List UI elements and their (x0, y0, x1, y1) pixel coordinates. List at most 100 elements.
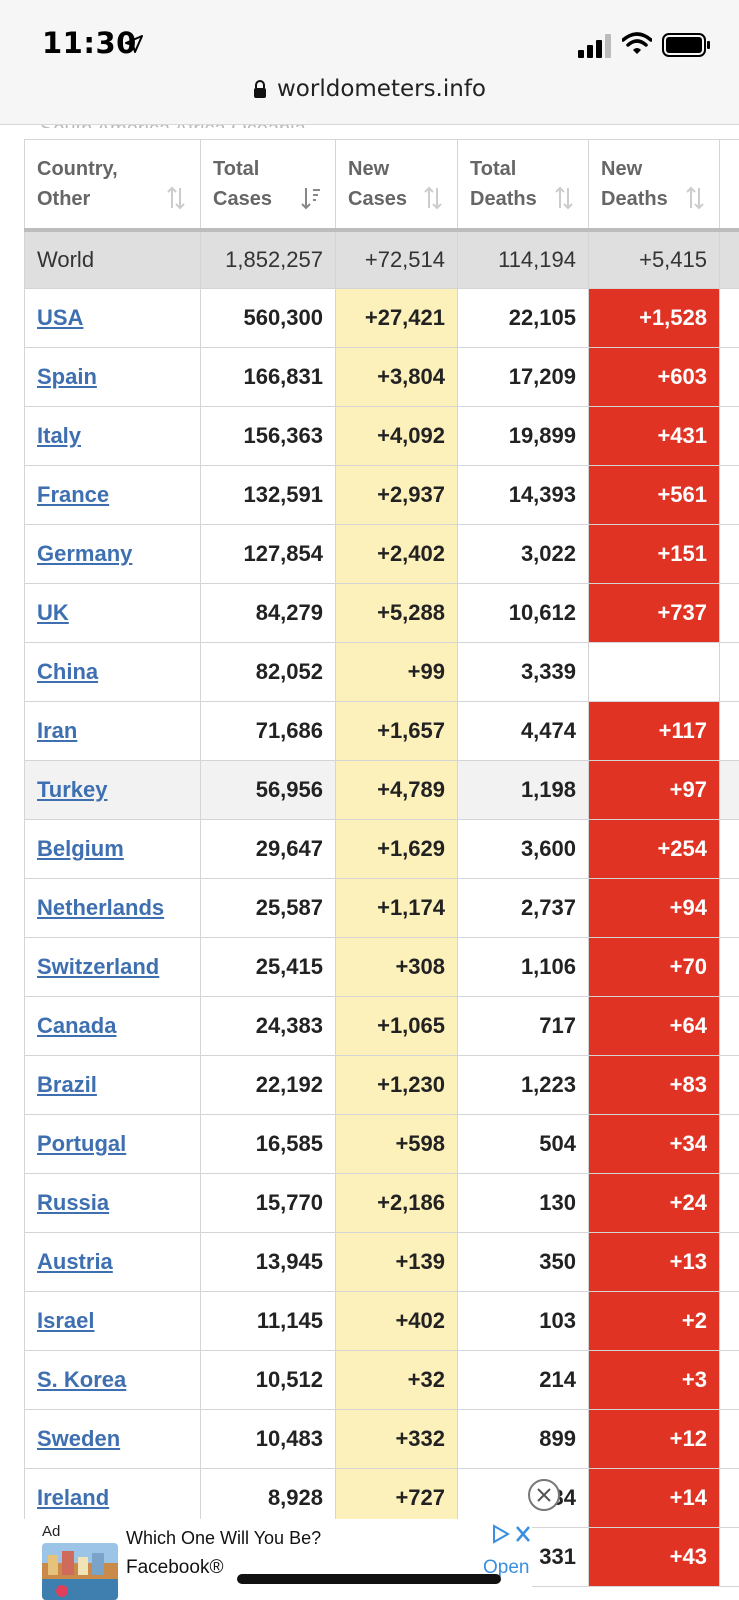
overflow-cell (719, 524, 739, 584)
country-cell: Ireland (24, 1468, 201, 1528)
address-bar[interactable]: worldometers.info (0, 76, 739, 102)
new-deaths-cell: +94 (588, 878, 720, 938)
header-new-cases[interactable]: New Cases (335, 139, 458, 232)
country-cell: Canada (24, 996, 201, 1056)
ad-source: Facebook® (126, 1557, 224, 1578)
country-link[interactable]: France (37, 482, 110, 507)
country-cell: Israel (24, 1291, 201, 1351)
home-indicator[interactable] (237, 1574, 501, 1584)
country-link[interactable]: Sweden (37, 1426, 121, 1451)
country-cell: Belgium (24, 819, 201, 879)
total-cases-cell: 22,192 (200, 1055, 336, 1115)
table-row: Ireland 8,928+727334+14 (24, 1468, 739, 1528)
country-link[interactable]: Russia (37, 1190, 110, 1215)
overflow-cell (719, 701, 739, 761)
country-link[interactable]: USA (37, 305, 84, 330)
total-cases-cell: 11,145 (200, 1291, 336, 1351)
new-deaths-cell: +254 (588, 819, 720, 879)
new-cases-cell: +402 (335, 1291, 458, 1351)
header-total-cases[interactable]: Total Cases (200, 139, 336, 232)
overflow-cell (719, 1114, 739, 1174)
overflow-cell (719, 1173, 739, 1233)
overflow-cell (719, 1291, 739, 1351)
country-link[interactable]: Italy (37, 423, 82, 448)
close-ad-icon[interactable] (527, 1478, 561, 1512)
ad-choices-icon[interactable] (490, 1523, 535, 1545)
new-deaths-cell: +43 (588, 1527, 720, 1587)
new-cases-cell: +727 (335, 1468, 458, 1528)
country-cell: Portugal (24, 1114, 201, 1174)
overflow-cell (719, 1232, 739, 1292)
total-cases-cell: 82,052 (200, 642, 336, 702)
country-cell: S. Korea (24, 1350, 201, 1410)
country-link[interactable]: Israel (37, 1308, 95, 1333)
header-country[interactable]: Country, Other (24, 139, 201, 232)
total-deaths-cell: 1,106 (457, 937, 589, 997)
country-link[interactable]: Netherlands (37, 895, 165, 920)
total-deaths-cell: 14,393 (457, 465, 589, 525)
country-cell: Spain (24, 347, 201, 407)
header-new-deaths[interactable]: New Deaths (588, 139, 720, 232)
lock-icon (253, 80, 266, 98)
new-cases-cell: +3,804 (335, 347, 458, 407)
new-cases-cell: +99 (335, 642, 458, 702)
country-link[interactable]: Austria (37, 1249, 113, 1274)
header-total-deaths[interactable]: Total Deaths (457, 139, 589, 232)
table-row: Netherlands 25,587 +1,174 2,737 +94 (24, 878, 739, 938)
total-deaths-cell: 1,223 (457, 1055, 589, 1115)
new-deaths-cell: +1,528 (588, 288, 720, 348)
total-cases-cell: 8,928 (200, 1468, 336, 1528)
overflow-cell (719, 406, 739, 466)
country-link[interactable]: Iran (37, 718, 78, 743)
ad-banner[interactable]: Ad Which One Will You Be? Facebook® Open (0, 1519, 532, 1600)
country-link[interactable]: Portugal (37, 1131, 127, 1156)
new-cases-cell: +5,288 (335, 583, 458, 643)
ad-thumbnail (42, 1543, 118, 1600)
table-row: UK 84,279 +5,288 10,612 +737 (24, 583, 739, 643)
total-deaths-cell: 3,022 (457, 524, 589, 584)
ad-open-button[interactable]: Open (483, 1557, 530, 1578)
country-link[interactable]: Canada (37, 1013, 117, 1038)
total-cases-cell: 24,383 (200, 996, 336, 1056)
table-row: Iran 71,686 +1,657 4,474 +117 (24, 701, 739, 761)
country-link[interactable]: Germany (37, 541, 133, 566)
total-cases-cell: 13,945 (200, 1232, 336, 1292)
new-deaths-cell: +13 (588, 1232, 720, 1292)
table-header-row: Country, Other Total Cases New Cases Tot… (24, 139, 739, 232)
overflow-cell (719, 1409, 739, 1469)
new-deaths-cell: +64 (588, 996, 720, 1056)
total-cases-cell: 156,363 (200, 406, 336, 466)
country-cell: Germany (24, 524, 201, 584)
world-new-cases: +72,514 (335, 229, 458, 289)
new-deaths-cell: +737 (588, 583, 720, 643)
overflow-cell (719, 1527, 739, 1587)
new-deaths-cell: +431 (588, 406, 720, 466)
country-link[interactable]: Ireland (37, 1485, 110, 1510)
country-link[interactable]: Spain (37, 364, 97, 389)
wifi-icon (622, 32, 652, 54)
country-link[interactable]: S. Korea (37, 1367, 127, 1392)
total-cases-cell: 25,415 (200, 937, 336, 997)
sort-icon (686, 186, 704, 209)
total-deaths-cell: 19,899 (457, 406, 589, 466)
new-deaths-cell: +24 (588, 1173, 720, 1233)
new-deaths-cell: +3 (588, 1350, 720, 1410)
country-link[interactable]: Belgium (37, 836, 124, 861)
country-link[interactable]: UK (37, 600, 69, 625)
world-row: World 1,852,257 +72,514 114,194 +5,415 (24, 229, 739, 289)
total-deaths-cell: 4,474 (457, 701, 589, 761)
sort-desc-icon (301, 187, 320, 209)
country-link[interactable]: China (37, 659, 99, 684)
table-row: Belgium 29,647 +1,629 3,600 +254 (24, 819, 739, 879)
table-row: Italy 156,363 +4,092 19,899 +431 (24, 406, 739, 466)
country-link[interactable]: Switzerland (37, 954, 160, 979)
table-row: Russia 15,770 +2,186 130 +24 (24, 1173, 739, 1233)
country-link[interactable]: Brazil (37, 1072, 97, 1097)
country-link[interactable]: Turkey (37, 777, 108, 802)
total-cases-cell: 560,300 (200, 288, 336, 348)
new-cases-cell: +27,421 (335, 288, 458, 348)
country-cell: France (24, 465, 201, 525)
clock-time: 11:30 (42, 26, 137, 60)
total-cases-cell: 15,770 (200, 1173, 336, 1233)
table-row: Sweden 10,483 +332 899 +12 (24, 1409, 739, 1469)
